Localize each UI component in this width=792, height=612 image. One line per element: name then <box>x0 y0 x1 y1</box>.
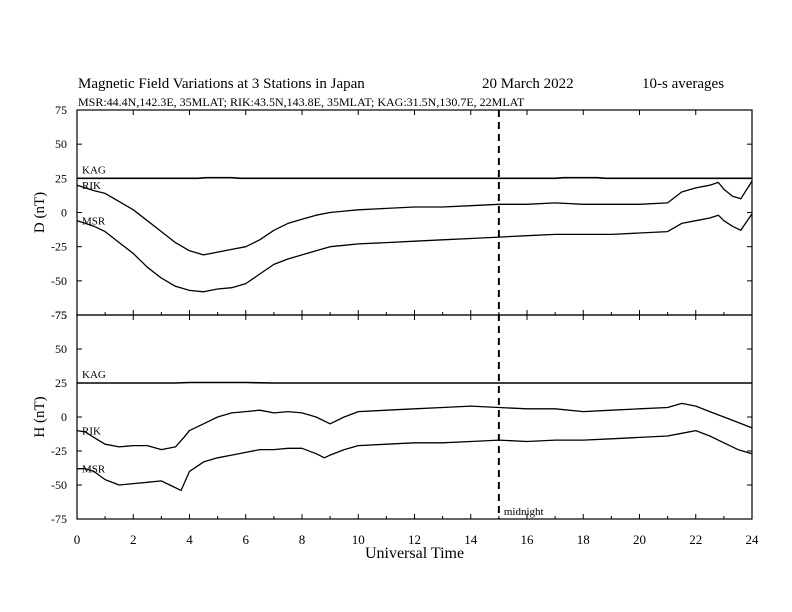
y-tick-label: 50 <box>55 342 67 356</box>
y-tick-label: 25 <box>55 171 67 185</box>
stations-info: MSR:44.4N,142.3E, 35MLAT; RIK:43.5N,143.… <box>78 95 525 109</box>
x-tick-label: 22 <box>689 532 702 547</box>
panel-frame <box>76 109 753 316</box>
x-tick-label: 0 <box>74 532 81 547</box>
series-label-msr: MSR <box>82 216 106 228</box>
x-tick-label: 20 <box>633 532 646 547</box>
y-axis-label: D (nT) <box>32 192 48 233</box>
series-line-rik <box>76 402 753 451</box>
y-tick-label: 75 <box>55 103 67 117</box>
x-tick-label: 18 <box>577 532 590 547</box>
chart-title: Magnetic Field Variations at 3 Stations … <box>78 76 365 92</box>
x-axis-label: Universal Time <box>365 545 464 562</box>
series-line-kag <box>77 176 752 180</box>
x-tick-label: 24 <box>746 532 760 547</box>
y-tick-label: 0 <box>61 206 67 220</box>
series-label-kag: KAG <box>82 164 106 176</box>
averaging-label: 10-s averages <box>642 76 724 92</box>
y-tick-label: -25 <box>51 444 67 458</box>
series-label-rik: RIK <box>82 426 101 438</box>
x-tick-label: 8 <box>299 532 306 547</box>
panel-h: 75 50 25 0 -25 -50 -75 H (nT) KAG RIK MSR <box>32 308 753 526</box>
y-tick-label: 0 <box>61 410 67 424</box>
x-tick-label: 2 <box>130 532 137 547</box>
series-label-rik: RIK <box>82 180 101 192</box>
y-tick-label: -25 <box>51 240 67 254</box>
y-tick-label: -75 <box>51 512 67 526</box>
midnight-label: midnight <box>504 506 544 518</box>
x-tick-label: 14 <box>464 532 478 547</box>
series-line-msr <box>76 213 753 293</box>
y-tick-label: 50 <box>55 137 67 151</box>
y-tick-label: 75 <box>55 308 67 322</box>
x-tick-label: 12 <box>408 532 421 547</box>
x-tick-label: 6 <box>243 532 250 547</box>
series-label-msr: MSR <box>82 464 106 476</box>
panel-d: 75 50 25 0 -25 -50 -75 D (nT) KAG RIK MSR <box>32 103 753 322</box>
series-line-kag <box>77 381 752 384</box>
x-tick-label: 10 <box>352 532 365 547</box>
series-line-rik <box>76 180 753 256</box>
series-label-kag: KAG <box>82 369 106 381</box>
x-tick-label: 16 <box>521 532 535 547</box>
y-tick-label: -75 <box>51 308 67 322</box>
chart-date: 20 March 2022 <box>482 76 574 92</box>
x-tick-label: 4 <box>186 532 193 547</box>
y-tick-label: -50 <box>51 478 67 492</box>
series-line-msr <box>77 429 753 492</box>
y-axis-label: H (nT) <box>32 396 48 437</box>
y-tick-label: 25 <box>55 376 67 390</box>
y-tick-label: -50 <box>51 274 67 288</box>
